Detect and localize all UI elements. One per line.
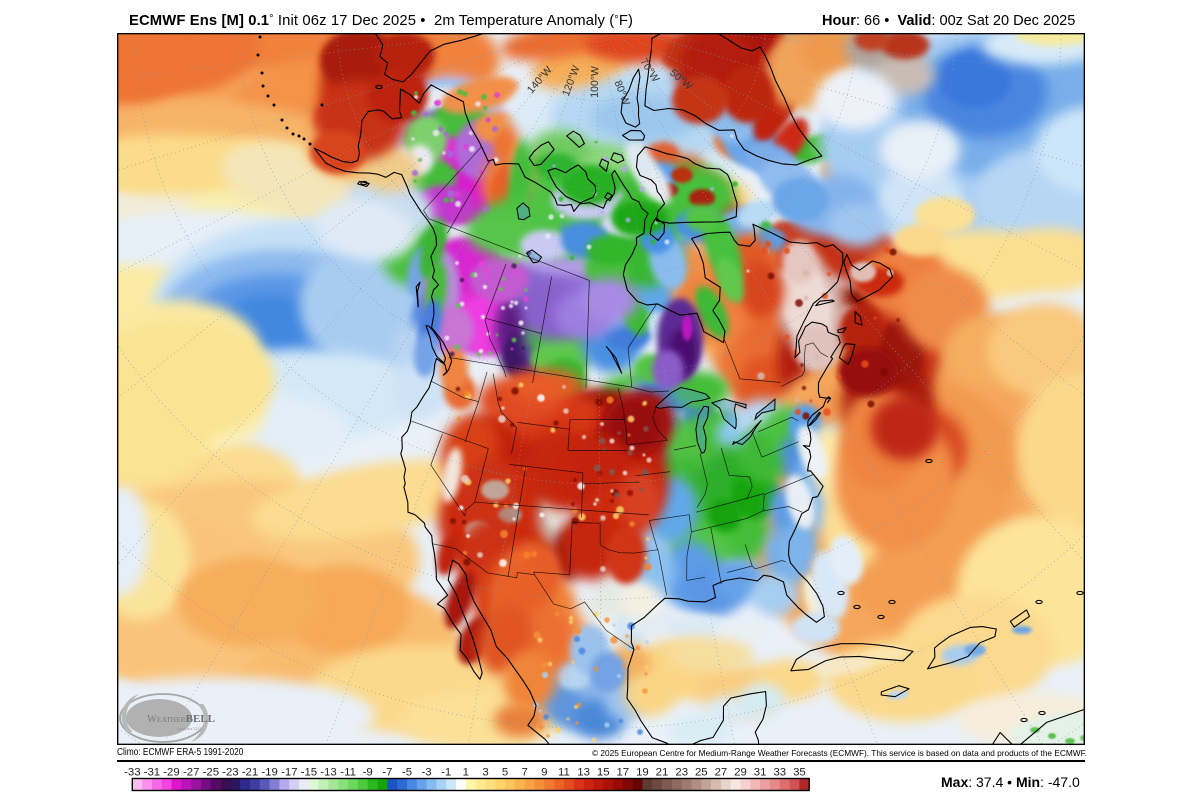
svg-text:17: 17	[616, 767, 629, 779]
svg-text:-17: -17	[281, 767, 297, 779]
svg-text:13: 13	[577, 767, 590, 779]
svg-text:29: 29	[734, 767, 747, 779]
svg-text:3: 3	[482, 767, 488, 779]
svg-text:-21: -21	[242, 767, 258, 779]
svg-text:11: 11	[558, 767, 570, 779]
svg-text:19: 19	[636, 767, 649, 779]
svg-text:25: 25	[695, 767, 708, 779]
svg-text:27: 27	[715, 767, 728, 779]
svg-text:-25: -25	[203, 767, 219, 779]
svg-text:WEATHERBELL: WEATHERBELL	[147, 713, 215, 725]
svg-text:-11: -11	[340, 767, 356, 779]
svg-text:Analytics LLC: Analytics LLC	[177, 726, 201, 731]
svg-text:-33: -33	[124, 767, 140, 779]
svg-text:-3: -3	[422, 767, 432, 779]
svg-text:-15: -15	[301, 767, 317, 779]
svg-text:9: 9	[541, 767, 547, 779]
svg-text:-9: -9	[363, 767, 373, 779]
svg-text:-7: -7	[382, 767, 392, 779]
svg-text:-23: -23	[222, 767, 238, 779]
svg-text:15: 15	[597, 767, 610, 779]
svg-text:-13: -13	[320, 767, 336, 779]
svg-text:100°W: 100°W	[589, 66, 602, 98]
svg-text:23: 23	[675, 767, 688, 779]
svg-text:-31: -31	[144, 767, 160, 779]
svg-text:-5: -5	[402, 767, 412, 779]
svg-text:-27: -27	[183, 767, 199, 779]
svg-text:-19: -19	[261, 767, 277, 779]
svg-text:31: 31	[754, 767, 767, 779]
svg-text:35: 35	[793, 767, 806, 779]
svg-text:21: 21	[656, 767, 669, 779]
svg-text:-29: -29	[163, 767, 179, 779]
svg-text:5: 5	[502, 767, 508, 779]
svg-text:-1: -1	[441, 767, 451, 779]
svg-text:1: 1	[463, 767, 469, 779]
svg-text:7: 7	[522, 767, 528, 779]
svg-text:33: 33	[773, 767, 786, 779]
